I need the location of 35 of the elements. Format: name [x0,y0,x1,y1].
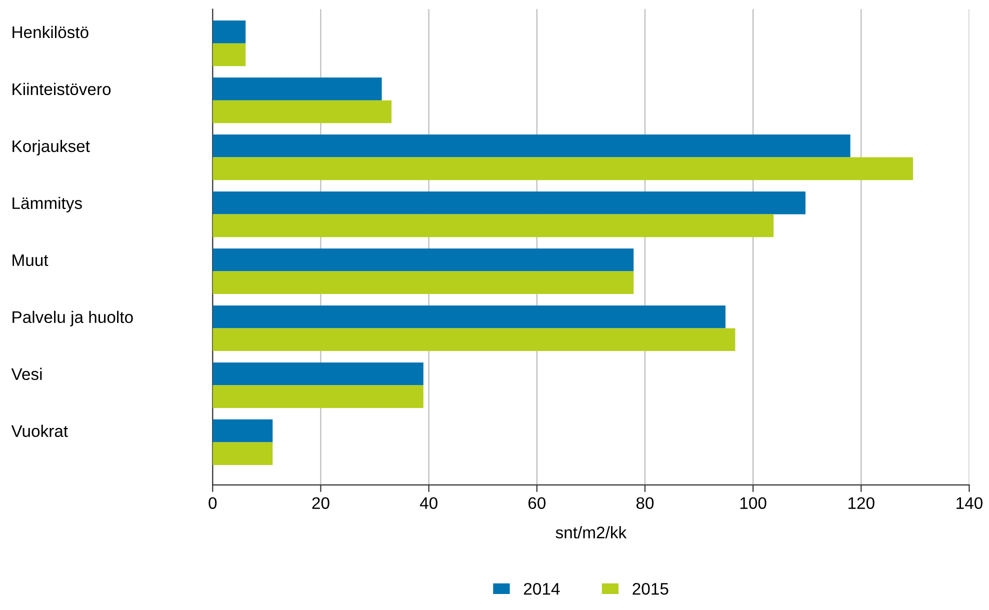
x-tick-label: 60 [528,497,546,509]
bar [212,362,424,386]
y-tick-label: Muut [12,254,48,266]
x-tick-label: 20 [312,497,330,509]
legend-label: 2014 [524,582,560,595]
y-tick-label: Kiinteistövero [12,82,111,96]
y-tick-label: Vesi [11,368,42,380]
bar [212,419,273,442]
x-axis-title: snt/m2/kk [556,526,627,538]
bar [212,305,726,328]
y-tick-label: Henkilöstö [12,26,88,38]
bar [212,20,246,44]
y-tick-label: Lämmitys [12,196,82,212]
y-tick-label: Palvelu ja huolto [12,310,133,326]
bar [212,78,382,100]
bar [212,328,736,352]
bar [212,214,774,238]
bar [212,43,246,66]
x-tick-label: 100 [740,497,766,509]
bar [212,385,424,408]
x-tick-label: 40 [420,497,438,509]
bar [212,442,273,466]
x-tick-label: 80 [636,497,654,509]
bar [212,100,392,124]
y-tick-label: Vuokrat [11,424,68,438]
bar [212,271,634,294]
bar [212,248,634,272]
y-tick-label: Korjaukset [12,140,90,156]
bar [212,134,850,158]
x-tick-label: 0 [208,497,217,509]
bar [212,191,806,214]
x-tick-label: 120 [848,497,874,509]
legend-label: 2015 [632,582,668,595]
x-tick-label: 140 [956,497,982,509]
bar [212,157,914,180]
